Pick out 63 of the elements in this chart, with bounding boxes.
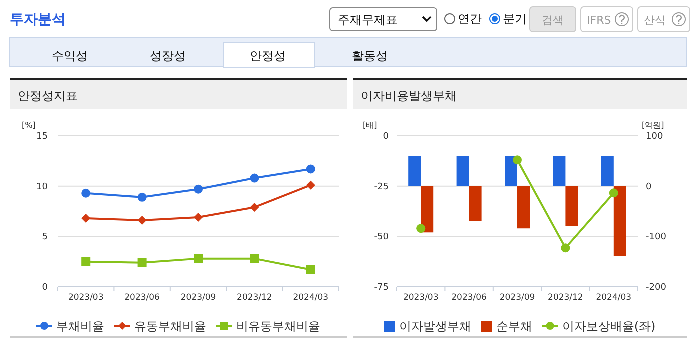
x-tick-label: 2023/09 [180, 293, 216, 303]
text: 산식 [644, 14, 666, 27]
point [82, 214, 91, 224]
y2-tick-label: -100 [646, 232, 667, 243]
point [82, 257, 91, 266]
point [250, 174, 260, 183]
text: 활동성 [352, 49, 388, 63]
x-tick-label: 2023/03 [403, 293, 439, 303]
y2-tick-label: -200 [646, 283, 667, 293]
y2-tick-label: 0 [646, 182, 652, 192]
point [138, 258, 147, 268]
y-tick-label: 5 [42, 232, 48, 243]
point [306, 164, 316, 174]
legend-label: 부채비율 [56, 320, 104, 334]
x-tick-label: 2024/03 [293, 293, 329, 303]
point [306, 180, 316, 190]
y-tick-label: -50 [374, 232, 390, 243]
point [306, 265, 316, 274]
y-tick-label: 0 [42, 283, 48, 293]
y-tick-label: 0 [383, 132, 390, 142]
y-tick-label: -75 [374, 283, 389, 293]
text: 연간 [458, 12, 482, 26]
y-axis-title: [배] [363, 121, 378, 130]
legend-label: 순부채 [496, 320, 532, 334]
x-tick-label: 2023/09 [500, 293, 536, 303]
point [513, 156, 522, 165]
x-tick-label: 2023/03 [68, 293, 104, 303]
point [194, 254, 203, 264]
text: 투자분석 [10, 12, 66, 28]
point [250, 254, 260, 264]
legend-label: 이자발생부채 [399, 320, 472, 334]
y-tick-label: -25 [374, 182, 389, 192]
text: 주재무제표 [338, 13, 398, 27]
text: 분기 [503, 12, 527, 26]
point [82, 188, 91, 198]
point [250, 202, 260, 212]
point [138, 216, 147, 226]
y2-axis-title: [억원] [642, 121, 664, 130]
chart-title: 이자비용발생부채 [361, 89, 457, 103]
x-tick-label: 2023/06 [452, 293, 487, 303]
legend-label: 유동부채비율 [134, 320, 206, 334]
text: 수익성 [52, 49, 88, 63]
text: IFRS [587, 14, 612, 27]
y-tick-label: 10 [36, 182, 48, 192]
point [138, 192, 147, 202]
point [194, 213, 203, 222]
y-axis-title: [%] [22, 121, 36, 130]
x-tick-label: 2023/06 [124, 293, 160, 303]
text: 검색 [542, 14, 564, 27]
y2-tick-label: 100 [646, 132, 664, 142]
point [416, 224, 426, 234]
point [609, 188, 618, 198]
x-tick-label: 2023/12 [548, 293, 584, 303]
y-tick-label: 15 [36, 132, 48, 142]
point [194, 184, 203, 194]
x-tick-label: 2024/03 [596, 293, 632, 303]
legend-label: 이자보상배율(좌) [562, 320, 656, 334]
point [561, 244, 570, 253]
legend-label: 비유동부채비율 [236, 320, 320, 334]
x-tick-label: 2023/12 [237, 293, 272, 303]
text: 안정성 [250, 49, 286, 63]
text: 성장성 [150, 49, 186, 63]
chart-title: 안정성지표 [18, 89, 78, 103]
